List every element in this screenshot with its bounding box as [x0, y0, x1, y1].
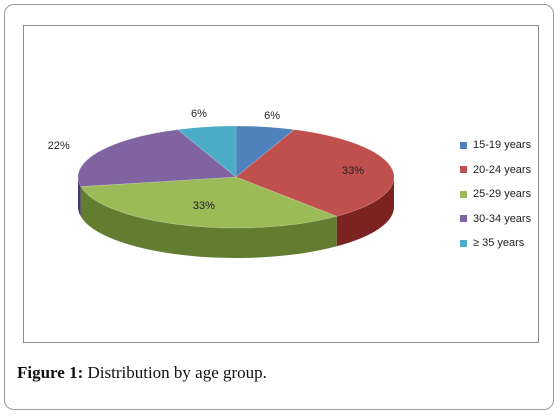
- legend-swatch: [460, 141, 467, 149]
- legend-swatch: [460, 190, 467, 198]
- chart-area: 6% 33% 33% 22% 6% 15-19 years 20-24 years 25-2…: [23, 25, 539, 343]
- data-label-4: 6%: [191, 108, 207, 121]
- pie-slice-2: [80, 176, 338, 229]
- legend-swatch: [460, 215, 467, 223]
- pie-side-2: [80, 186, 337, 258]
- data-label-0: 6%: [264, 109, 281, 122]
- legend: 15-19 years 20-24 years 25-29 years 30-34 y…: [460, 133, 531, 256]
- pie-side-3: [78, 177, 81, 217]
- legend-swatch: [460, 239, 467, 247]
- data-label-1: 33%: [342, 165, 365, 178]
- data-label-3: 22%: [47, 139, 70, 152]
- caption-text: Distribution by age group.: [87, 363, 267, 382]
- legend-label: ≥ 35 years: [473, 237, 525, 250]
- legend-item-3: 30-34 years: [460, 207, 531, 232]
- legend-item-1: 20-24 years: [460, 158, 531, 183]
- pie-side-1: [336, 177, 394, 247]
- legend-item-4: ≥ 35 years: [460, 231, 531, 256]
- figure-frame: 6% 33% 33% 22% 6% 15-19 years 20-24 years 25-2…: [4, 4, 554, 410]
- legend-item-2: 25-29 years: [460, 182, 531, 207]
- pie-slice-4: [177, 125, 237, 178]
- legend-swatch: [460, 166, 467, 174]
- data-label-2: 33%: [192, 199, 215, 212]
- legend-label: 15-19 years: [473, 139, 532, 152]
- pie-slice-1: [235, 129, 395, 217]
- caption-label: Figure 1:: [17, 363, 84, 382]
- legend-item-0: 15-19 years: [460, 133, 531, 158]
- pie-chart: [77, 125, 395, 258]
- legend-label: 30-34 years: [473, 212, 532, 225]
- pie-slice-0: [235, 125, 295, 178]
- legend-label: 25-29 years: [473, 188, 532, 201]
- figure-caption: Figure 1: Distribution by age group.: [17, 363, 267, 383]
- pie-slice-3: [77, 129, 237, 187]
- legend-label: 20-24 years: [473, 163, 532, 176]
